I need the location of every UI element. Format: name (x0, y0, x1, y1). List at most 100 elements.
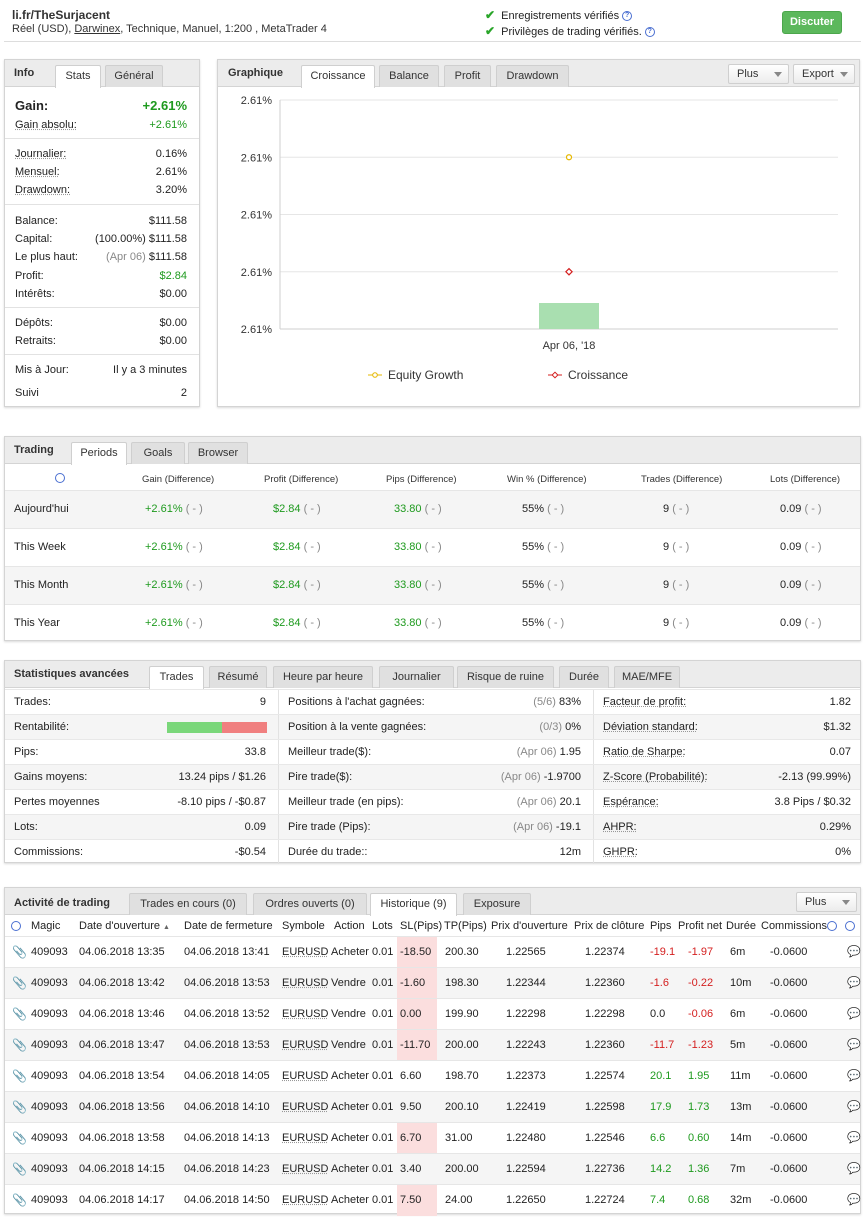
history-column-header[interactable]: Action (334, 920, 365, 932)
tab-profit[interactable]: Profit (444, 65, 491, 87)
trade-row[interactable]: 📎 409093 04.06.2018 13:35 04.06.2018 13:41 E… (5, 936, 861, 968)
comment-icon[interactable]: 💬 (847, 946, 861, 958)
tab-goals[interactable]: Goals (131, 442, 185, 464)
history-column-header[interactable]: TP(Pips) (444, 920, 487, 932)
cell-symbol[interactable]: EURUSD (282, 1132, 329, 1144)
tab-trades[interactable]: Trades (149, 666, 204, 689)
cell-symbol[interactable]: EURUSD (282, 1163, 329, 1175)
help-icon[interactable]: ? (622, 11, 633, 22)
tab-general[interactable]: Général (105, 65, 163, 87)
comment-icon[interactable]: 💬 (847, 1070, 861, 1082)
discuss-button[interactable]: Discuter (782, 11, 842, 34)
balance-value: $111.58 (148, 215, 187, 227)
cell-symbol[interactable]: EURUSD (282, 1101, 329, 1113)
help-icon[interactable]: ? (644, 27, 655, 38)
tab-growth[interactable]: Croissance (301, 65, 375, 88)
stat-value: 0.29% (819, 821, 851, 833)
period-pips-diff: ( - ) (424, 503, 442, 515)
activity-title: Activité de trading (14, 897, 110, 909)
history-column-header[interactable]: Prix d'ouverture (491, 920, 568, 932)
legend-item[interactable]: Croissance (548, 368, 628, 382)
trade-row[interactable]: 📎 409093 04.06.2018 13:54 04.06.2018 14:05 E… (5, 1060, 861, 1091)
column-divider (278, 765, 279, 789)
comment-icon[interactable]: 💬 (847, 1008, 861, 1020)
cell-pips: -19.1 (650, 946, 676, 958)
history-column-header[interactable]: Date de fermeture (184, 920, 273, 932)
comment-icon[interactable]: 💬 (847, 1194, 861, 1206)
tab-summary[interactable]: Résumé (209, 666, 267, 688)
history-column-header[interactable]: Date d'ouverture ▲ (79, 920, 170, 932)
tab-risk-of-ruin[interactable]: Risque de ruine (457, 666, 554, 688)
comment-icon[interactable]: 💬 (847, 1039, 861, 1051)
more-button[interactable]: Plus (796, 892, 857, 912)
tab-stats[interactable]: Stats (55, 65, 101, 88)
help-icon[interactable] (845, 921, 855, 931)
legend-item[interactable]: Equity Growth (368, 368, 463, 382)
more-button[interactable]: Plus (728, 64, 789, 84)
paperclip-icon[interactable]: 📎 (12, 945, 27, 959)
history-column-header[interactable]: Magic (31, 920, 60, 932)
cell-symbol[interactable]: EURUSD (282, 977, 329, 989)
cell-symbol[interactable]: EURUSD (282, 1039, 329, 1051)
paperclip-icon[interactable]: 📎 (12, 1131, 27, 1145)
export-button[interactable]: Export (793, 64, 855, 84)
cell-tp: 31.00 (445, 1132, 473, 1144)
period-gain-diff: ( - ) (185, 579, 203, 591)
trade-row[interactable]: 📎 409093 04.06.2018 13:47 04.06.2018 13:53 E… (5, 1029, 861, 1061)
tab-exposure[interactable]: Exposure (463, 893, 531, 915)
broker-link[interactable]: Darwinex (74, 23, 121, 35)
trade-row[interactable]: 📎 409093 04.06.2018 13:42 04.06.2018 13:53 E… (5, 967, 861, 999)
cell-symbol[interactable]: EURUSD (282, 1194, 329, 1206)
help-icon[interactable] (11, 921, 21, 931)
history-column-header[interactable]: Prix de clôture (574, 920, 644, 932)
paperclip-icon[interactable]: 📎 (12, 1038, 27, 1052)
trade-row[interactable]: 📎 409093 04.06.2018 13:46 04.06.2018 13:52 E… (5, 998, 861, 1030)
tab-daily[interactable]: Journalier (379, 666, 454, 688)
help-icon[interactable] (55, 473, 65, 483)
tab-browser[interactable]: Browser (188, 442, 248, 464)
cell-symbol[interactable]: EURUSD (282, 946, 329, 958)
tab-hourly[interactable]: Heure par heure (273, 666, 373, 688)
tab-history[interactable]: Historique (9) (370, 893, 457, 916)
period-win: 55% ( - ) (522, 579, 564, 591)
history-column-header[interactable]: Commissions (761, 920, 827, 932)
sl-highlight (397, 937, 437, 968)
tab-drawdown[interactable]: Drawdown (496, 65, 569, 87)
history-column-header[interactable]: Durée (726, 920, 756, 932)
profitability-bar (167, 722, 267, 733)
paperclip-icon[interactable]: 📎 (12, 1193, 27, 1207)
tab-balance[interactable]: Balance (379, 65, 439, 87)
tab-mae-mfe[interactable]: MAE/MFE (614, 666, 680, 688)
trade-row[interactable]: 📎 409093 04.06.2018 13:58 04.06.2018 14:13 E… (5, 1122, 861, 1154)
paperclip-icon[interactable]: 📎 (12, 1162, 27, 1176)
comment-icon[interactable]: 💬 (847, 1132, 861, 1144)
tab-duration[interactable]: Durée (559, 666, 609, 688)
history-column-header[interactable]: SL(Pips) (400, 920, 442, 932)
tab-open-orders[interactable]: Ordres ouverts (0) (253, 893, 367, 915)
tab-open-trades[interactable]: Trades en cours (0) (129, 893, 247, 915)
paperclip-icon[interactable]: 📎 (12, 1100, 27, 1114)
cell-symbol[interactable]: EURUSD (282, 1070, 329, 1082)
comment-icon[interactable]: 💬 (847, 1101, 861, 1113)
cell-open-price: 1.22480 (506, 1132, 546, 1144)
stats-row: Rentabilité: Position à la vente gagnées:… (5, 714, 860, 739)
paperclip-icon[interactable]: 📎 (12, 1069, 27, 1083)
tab-periods[interactable]: Periods (71, 442, 127, 465)
cell-profit: 0.68 (688, 1194, 710, 1206)
history-column-header[interactable]: Lots (372, 920, 393, 932)
cell-sl: -11.70 (400, 1039, 431, 1051)
history-column-header[interactable]: Pips (650, 920, 671, 932)
cell-symbol[interactable]: EURUSD (282, 1008, 329, 1020)
help-icon[interactable] (827, 921, 837, 931)
history-column-header[interactable]: Symbole (282, 920, 325, 932)
history-column-header[interactable]: Profit net (678, 920, 722, 932)
paperclip-icon[interactable]: 📎 (12, 1007, 27, 1021)
cell-close: 04.06.2018 13:53 (184, 977, 270, 989)
trade-row[interactable]: 📎 409093 04.06.2018 14:15 04.06.2018 14:23 E… (5, 1153, 861, 1184)
comment-icon[interactable]: 💬 (847, 977, 861, 989)
trade-row[interactable]: 📎 409093 04.06.2018 13:56 04.06.2018 14:10 E… (5, 1091, 861, 1122)
comment-icon[interactable]: 💬 (847, 1163, 861, 1175)
paperclip-icon[interactable]: 📎 (12, 976, 27, 990)
account-name[interactable]: li.fr/TheSurjacent (12, 8, 111, 22)
trade-row[interactable]: 📎 409093 04.06.2018 14:17 04.06.2018 14:50 E… (5, 1184, 861, 1216)
